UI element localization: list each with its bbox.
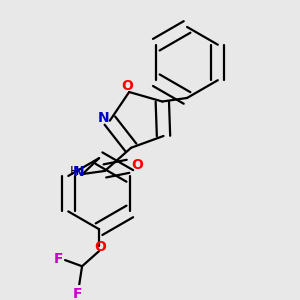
- Text: H: H: [69, 165, 79, 178]
- Text: N: N: [98, 111, 109, 125]
- Text: O: O: [122, 80, 134, 94]
- Text: O: O: [131, 158, 143, 172]
- Text: F: F: [73, 287, 82, 300]
- Text: N: N: [73, 164, 85, 178]
- Text: O: O: [94, 240, 106, 254]
- Text: F: F: [53, 251, 63, 266]
